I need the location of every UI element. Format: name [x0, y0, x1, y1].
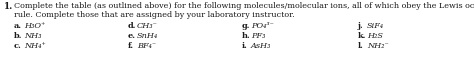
- Text: CH₃⁻: CH₃⁻: [137, 22, 158, 30]
- Text: rule. Complete those that are assigned by your laboratory instructor.: rule. Complete those that are assigned b…: [14, 11, 295, 19]
- Text: SiF₄: SiF₄: [367, 22, 384, 30]
- Text: k.: k.: [358, 32, 366, 40]
- Text: SnH₄: SnH₄: [137, 32, 158, 40]
- Text: PF₃: PF₃: [251, 32, 265, 40]
- Text: Complete the table (as outlined above) for the following molecules/molecular ion: Complete the table (as outlined above) f…: [14, 2, 474, 10]
- Text: BF₄⁻: BF₄⁻: [137, 42, 156, 50]
- Text: j.: j.: [358, 22, 364, 30]
- Text: d.: d.: [128, 22, 137, 30]
- Text: NH₂⁻: NH₂⁻: [367, 42, 389, 50]
- Text: AsH₃: AsH₃: [251, 42, 272, 50]
- Text: e.: e.: [128, 32, 136, 40]
- Text: i.: i.: [242, 42, 248, 50]
- Text: c.: c.: [14, 42, 22, 50]
- Text: PO₄³⁻: PO₄³⁻: [251, 22, 274, 30]
- Text: H₃O⁺: H₃O⁺: [24, 22, 45, 30]
- Text: NH₄⁺: NH₄⁺: [24, 42, 46, 50]
- Text: l.: l.: [358, 42, 364, 50]
- Text: f.: f.: [128, 42, 134, 50]
- Text: 1.: 1.: [4, 2, 13, 11]
- Text: a.: a.: [14, 22, 22, 30]
- Text: H₂S: H₂S: [367, 32, 383, 40]
- Text: h.: h.: [242, 32, 251, 40]
- Text: b.: b.: [14, 32, 22, 40]
- Text: NH₃: NH₃: [24, 32, 42, 40]
- Text: g.: g.: [242, 22, 250, 30]
